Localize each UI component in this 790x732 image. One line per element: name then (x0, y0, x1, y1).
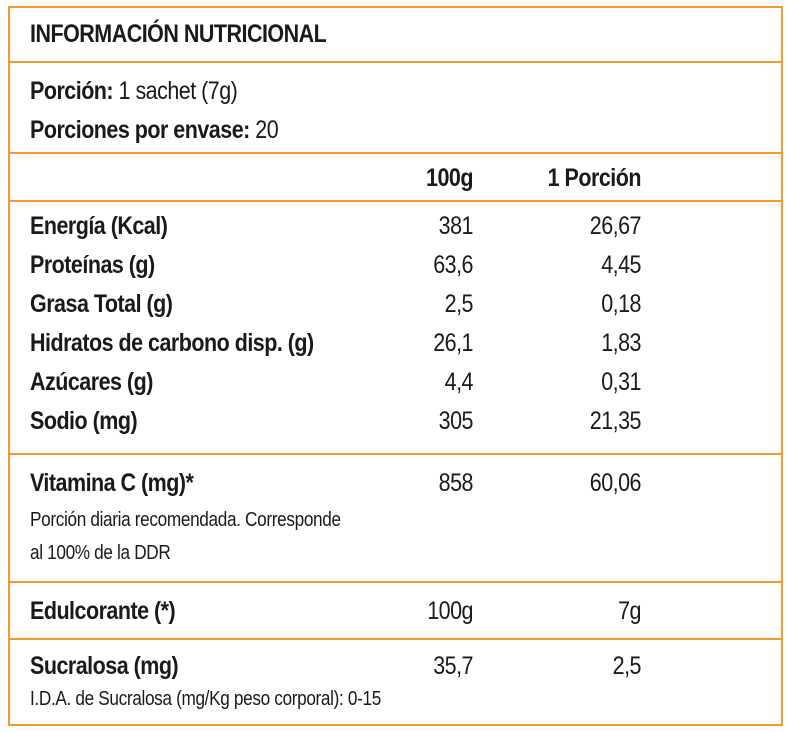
nutrient-per-serving: 0,18 (601, 290, 641, 318)
vitamin-section: Vitamina C (mg)* 858 60,06 Porción diari… (10, 455, 781, 583)
sucralose-name: Sucralosa (mg) (30, 652, 179, 680)
sweetener-per-serving: 7g (618, 597, 641, 625)
servings-count-line: Porciones por envase: 20 (30, 116, 279, 145)
column-header-section: 100g 1 Porción (10, 154, 781, 202)
sucralose-per-serving: 2,5 (612, 652, 642, 680)
sucralose-per100: 35,7 (433, 652, 473, 680)
sweetener-name: Edulcorante (*) (30, 597, 176, 625)
portion-label: Porción: (30, 77, 114, 105)
nutrition-facts-panel: INFORMACIÓN NUTRICIONAL Porción: 1 sache… (8, 6, 783, 726)
sweetener-per100: 100g (427, 597, 473, 625)
nutrient-per-serving: 21,35 (589, 407, 642, 435)
nutrient-per100: 4,4 (444, 368, 474, 396)
title-section: INFORMACIÓN NUTRICIONAL (10, 8, 781, 63)
nutrients-section: Energía (Kcal) 381 26,67 Proteínas (g) 6… (10, 202, 781, 455)
vitamin-per-serving: 60,06 (589, 469, 642, 497)
nutrient-name: Azúcares (g) (30, 368, 153, 396)
nutrient-name: Grasa Total (g) (30, 290, 173, 318)
nutrient-name: Hidratos de carbono disp. (g) (30, 329, 314, 357)
nutrient-per100: 381 (438, 212, 474, 240)
nutrient-per-serving: 1,83 (601, 329, 641, 357)
nutrient-per100: 305 (438, 407, 474, 435)
column-header-per100: 100g (426, 164, 473, 192)
nutrient-per-serving: 26,67 (589, 212, 642, 240)
nutrient-per-serving: 4,45 (601, 251, 641, 279)
nutrient-per100: 63,6 (433, 251, 473, 279)
panel-title: INFORMACIÓN NUTRICIONAL (30, 20, 327, 48)
serving-section: Porción: 1 sachet (7g) Porciones por env… (10, 63, 781, 154)
nutrient-per-serving: 0,31 (601, 368, 641, 396)
nutrient-name: Energía (Kcal) (30, 212, 168, 240)
nutrient-name: Proteínas (g) (30, 251, 155, 279)
portion-line: Porción: 1 sachet (7g) (30, 77, 238, 106)
nutrient-per100: 26,1 (433, 329, 473, 357)
nutrient-per100: 2,5 (444, 290, 474, 318)
portion-value: 1 sachet (7g) (118, 77, 238, 105)
sucralose-section: Sucralosa (mg) 35,7 2,5 I.D.A. de Sucral… (10, 640, 781, 724)
servings-count-value: 20 (255, 116, 279, 144)
vitamin-name: Vitamina C (mg)* (30, 469, 194, 497)
servings-count-label: Porciones por envase: (30, 116, 250, 144)
sucralose-note: I.D.A. de Sucralosa (mg/Kg peso corporal… (30, 688, 381, 710)
sweetener-section: Edulcorante (*) 100g 7g (10, 583, 781, 640)
vitamin-per100: 858 (438, 469, 474, 497)
nutrient-name: Sodio (mg) (30, 407, 138, 435)
column-header-per-serving: 1 Porción (547, 164, 642, 192)
vitamin-note-line2: al 100% de la DDR (30, 542, 171, 564)
vitamin-note-line1: Porción diaria recomendada. Corresponde (30, 509, 341, 531)
